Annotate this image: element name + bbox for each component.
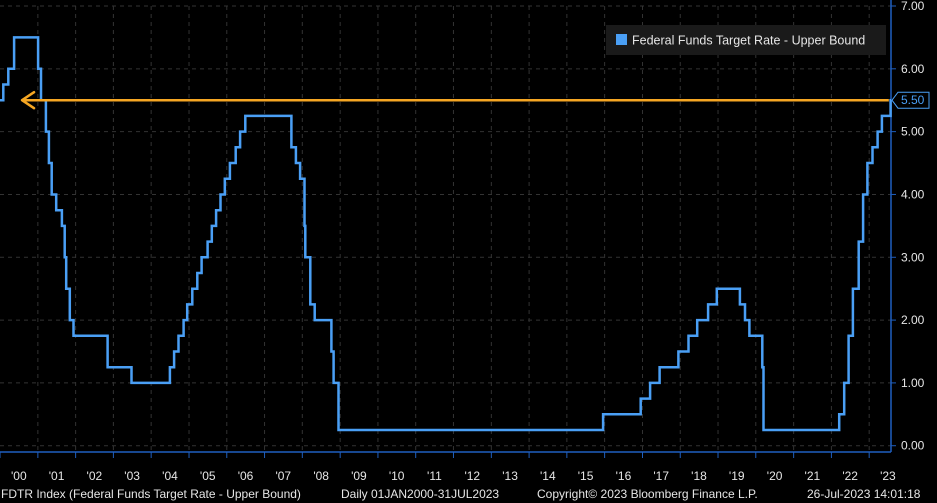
x-tick-label: '19: [729, 469, 745, 483]
x-tick-label: '18: [691, 469, 707, 483]
x-tick-label: '20: [767, 469, 783, 483]
footer-index-label: FDTR Index (Federal Funds Target Rate - …: [1, 487, 301, 501]
x-tick-label: '15: [578, 469, 594, 483]
footer-timestamp: 26-Jul-2023 14:01:18: [807, 487, 921, 501]
x-tick-label: '09: [351, 469, 367, 483]
y-tick-label: 4.00: [901, 187, 925, 201]
legend-box: [606, 25, 886, 55]
y-tick-label: 1.00: [901, 376, 925, 390]
y-tick-label: 5.00: [901, 125, 925, 139]
footer-bar: FDTR Index (Federal Funds Target Rate - …: [0, 484, 937, 503]
x-tick-label: '14: [540, 469, 556, 483]
series-line: [0, 36, 892, 432]
y-tick-label: 2.00: [901, 313, 925, 327]
y-tick-label: 3.00: [901, 250, 925, 264]
x-tick-label: '13: [502, 469, 518, 483]
x-tick-label: '07: [275, 469, 291, 483]
x-tick-label: '23: [880, 469, 896, 483]
x-tick-label: '06: [238, 469, 254, 483]
legend-swatch: [616, 34, 627, 45]
legend-entry: Federal Funds Target Rate - Upper Bound: [632, 34, 865, 48]
x-tick-label: '02: [87, 469, 103, 483]
x-tick-label: '22: [842, 469, 858, 483]
x-tick-label: '16: [616, 469, 632, 483]
last-value-badge: [891, 91, 930, 109]
footer-copyright: Copyright© 2023 Bloomberg Finance L.P.: [537, 487, 758, 501]
x-tick-label: '00: [11, 469, 27, 483]
y-tick-label: 6.00: [901, 62, 925, 76]
annotation-arrow-head: [20, 90, 36, 110]
x-tick-label: '08: [313, 469, 329, 483]
x-tick-label: '01: [49, 469, 65, 483]
footer-range-label: Daily 01JAN2000-31JUL2023: [341, 487, 500, 501]
last-value-label: 5.50: [901, 93, 925, 107]
x-tick-label: '17: [653, 469, 669, 483]
x-tick-label: '03: [124, 469, 140, 483]
x-tick-label: '11: [427, 469, 442, 483]
x-tick-label: '21: [805, 469, 821, 483]
x-tick-label: '05: [200, 469, 216, 483]
x-tick-label: '04: [162, 469, 178, 483]
y-tick-label: 7.00: [901, 0, 925, 13]
y-tick-label: 0.00: [901, 439, 925, 453]
x-tick-label: '12: [464, 469, 480, 483]
x-tick-label: '10: [389, 469, 405, 483]
